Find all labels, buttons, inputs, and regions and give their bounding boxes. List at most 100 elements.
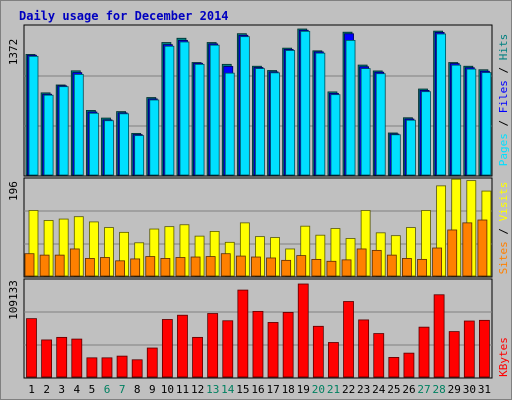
x-tick-label-day-8: 8 <box>134 383 141 396</box>
bar-pages-day-10 <box>164 45 175 176</box>
legend-pages: Pages <box>497 133 510 166</box>
x-tick-label-day-30: 30 <box>463 383 476 396</box>
bar-sites-day-24 <box>371 249 382 277</box>
bar-kbytes-day-8 <box>131 359 143 378</box>
bar-pages-day-8 <box>134 135 145 176</box>
bar-sites-day-1 <box>24 253 35 277</box>
bar-kbytes-day-10 <box>161 319 173 378</box>
bar-kbytes-day-20 <box>312 325 324 378</box>
bar-sites-day-4 <box>69 248 80 277</box>
x-tick-label-day-24: 24 <box>372 383 386 396</box>
bar-kbytes-day-23 <box>358 319 370 378</box>
bar-kbytes-day-30 <box>463 320 475 378</box>
x-tick-label-day-22: 22 <box>342 383 355 396</box>
bar-pages-day-21 <box>330 94 341 176</box>
bar-kbytes-day-13 <box>207 313 219 378</box>
bar-kbytes-day-5 <box>86 357 98 378</box>
bar-pages-day-25 <box>390 134 401 176</box>
bar-pages-day-7 <box>119 113 129 176</box>
bar-sites-day-30 <box>462 222 473 277</box>
x-tick-label-day-1: 1 <box>28 383 35 396</box>
bar-sites-day-20 <box>311 258 322 277</box>
bars-pages-files-hits <box>25 28 492 176</box>
bar-kbytes-day-15 <box>237 289 249 378</box>
x-tick-label-day-16: 16 <box>251 383 264 396</box>
x-tick-label-day-20: 20 <box>312 383 325 396</box>
legend-visits: Visits <box>497 182 510 222</box>
bar-sites-day-21 <box>326 260 337 277</box>
x-tick-label-day-23: 23 <box>357 383 370 396</box>
x-tick-label-day-4: 4 <box>74 383 81 396</box>
bars-sites-visits <box>24 178 492 277</box>
x-tick-label-day-9: 9 <box>149 383 156 396</box>
legend-sites-visits: Sites / Visits <box>497 182 510 275</box>
bar-kbytes-day-16 <box>252 310 264 378</box>
chart-title: Daily usage for December 2014 <box>19 9 229 23</box>
bar-kbytes-day-25 <box>388 356 400 378</box>
bar-pages-day-12 <box>194 63 205 176</box>
x-tick-label-day-21: 21 <box>327 383 340 396</box>
bar-pages-day-13 <box>209 44 220 176</box>
bar-pages-day-9 <box>149 99 160 176</box>
x-tick-label-day-31: 31 <box>478 383 491 396</box>
legend-separator: / <box>497 113 510 133</box>
x-tick-label-day-17: 17 <box>266 383 279 396</box>
panel-kbytes: 109133 KBytes <box>7 278 510 379</box>
bar-sites-day-26 <box>402 258 412 277</box>
x-tick-label-day-25: 25 <box>387 383 400 396</box>
bar-kbytes-day-9 <box>146 347 158 378</box>
x-tick-label-day-5: 5 <box>89 383 96 396</box>
legend-separator: / <box>497 221 510 241</box>
bar-kbytes-day-31 <box>478 319 490 378</box>
bar-kbytes-day-6 <box>101 357 113 378</box>
x-tick-label-day-11: 11 <box>176 383 189 396</box>
bar-kbytes-day-26 <box>403 352 415 378</box>
x-tick-label-day-7: 7 <box>119 383 126 396</box>
x-axis-day-labels: 1 2 3 4 5 6 7 8 9 10 11 12 13 14 15 16 17 18 19 20 21 22 23 24 2… <box>28 383 491 396</box>
legend-kbytes: KBytes <box>497 337 510 377</box>
bar-sites-day-19 <box>296 255 307 277</box>
x-tick-label-day-28: 28 <box>433 383 446 396</box>
bar-sites-day-10 <box>160 258 171 277</box>
x-tick-label-day-29: 29 <box>448 383 461 396</box>
x-tick-label-day-10: 10 <box>161 383 174 396</box>
bar-sites-day-6 <box>100 257 110 277</box>
x-tick-label-day-27: 27 <box>417 383 430 396</box>
panel-sites-visits: 196 Sites / Visits <box>7 177 510 278</box>
bar-kbytes-day-28 <box>433 294 445 378</box>
x-tick-label-day-18: 18 <box>282 383 295 396</box>
legend-pages-files-hits: Pages / Files / Hits <box>497 34 510 167</box>
bar-kbytes-day-12 <box>192 336 203 378</box>
bar-pages-day-4 <box>73 74 84 176</box>
bar-kbytes-day-27 <box>418 326 430 378</box>
x-tick-label-day-6: 6 <box>104 383 111 396</box>
bar-sites-day-3 <box>54 254 65 277</box>
legend-hits: Hits <box>497 34 510 61</box>
bar-pages-day-30 <box>466 68 477 176</box>
bar-kbytes-day-11 <box>177 314 188 378</box>
bar-kbytes-day-29 <box>448 331 460 378</box>
bar-kbytes-day-3 <box>56 336 68 378</box>
svg-text:Pages / Files / Hits: Pages / Files / Hits <box>497 34 510 167</box>
bar-kbytes-day-14 <box>222 320 234 378</box>
bar-pages-day-26 <box>406 119 416 176</box>
bar-sites-day-7 <box>115 260 125 277</box>
x-tick-label-day-15: 15 <box>236 383 249 396</box>
bar-sites-day-11 <box>175 257 186 277</box>
bar-pages-day-22 <box>345 39 356 176</box>
bar-sites-day-15 <box>235 255 246 277</box>
bar-pages-day-16 <box>255 68 265 176</box>
bar-kbytes-day-1 <box>26 318 37 378</box>
bar-sites-day-13 <box>205 256 216 277</box>
bar-sites-day-25 <box>386 254 397 277</box>
bar-sites-day-23 <box>356 248 367 277</box>
bar-pages-day-19 <box>300 30 311 176</box>
bar-pages-day-1 <box>28 55 39 176</box>
bar-pages-day-28 <box>436 33 447 176</box>
bar-sites-day-27 <box>417 258 427 277</box>
bar-kbytes-day-18 <box>282 312 294 378</box>
bar-sites-day-2 <box>39 254 50 277</box>
x-tick-label-day-26: 26 <box>402 383 415 396</box>
bar-sites-day-12 <box>190 256 201 277</box>
